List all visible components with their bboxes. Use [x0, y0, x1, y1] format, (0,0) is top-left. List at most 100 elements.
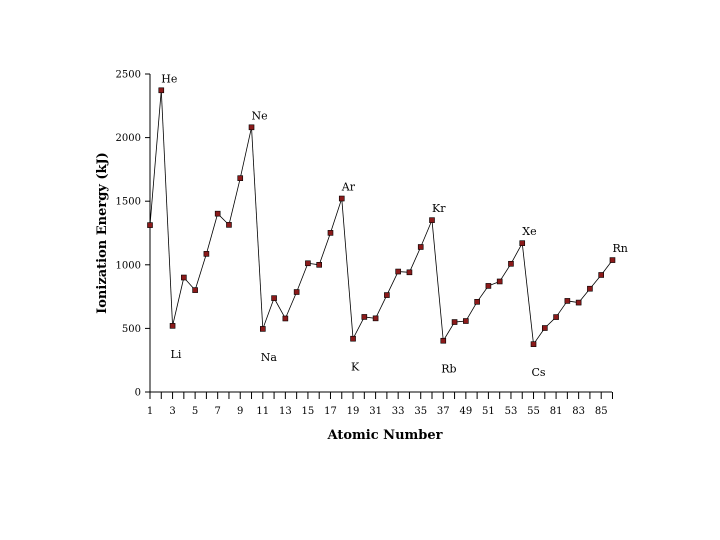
x-tick-label: 83	[572, 406, 585, 417]
data-point	[384, 292, 390, 298]
data-point	[305, 260, 311, 267]
y-tick-label: 0	[135, 388, 141, 399]
x-tick-label: 19	[347, 406, 360, 417]
line-segment	[172, 277, 185, 326]
data-point	[463, 318, 469, 324]
data-point	[587, 285, 593, 292]
line-segment	[375, 294, 388, 319]
x-tick-label: 35	[414, 406, 427, 417]
data-point	[271, 295, 277, 301]
x-tick-label: 53	[505, 406, 518, 417]
x-tick-label: 55	[527, 406, 540, 417]
data-point	[417, 244, 424, 250]
x-tick-label: 3	[169, 406, 175, 417]
line-segment	[262, 297, 275, 330]
data-point	[147, 222, 153, 228]
x-axis-title: Atomic Number	[327, 428, 443, 443]
data-markers	[147, 87, 616, 347]
data-point	[169, 323, 176, 329]
line-segment	[386, 271, 399, 296]
element-label: Rn	[612, 242, 627, 255]
element-label: Ne	[252, 109, 268, 122]
data-point	[406, 269, 413, 276]
data-point	[575, 299, 582, 306]
y-tick-label: 500	[122, 324, 141, 335]
line-segment	[465, 301, 478, 322]
x-tick-label: 9	[237, 406, 243, 417]
element-label: Na	[261, 351, 278, 364]
data-point	[282, 315, 289, 322]
x-ticks: 1 3 5 7 9 11 13 15 17 19 31 33 35 37 49 51 53 55 81 83 85	[147, 392, 613, 417]
data-point	[158, 87, 165, 94]
line-segment	[420, 219, 433, 248]
data-point	[338, 195, 345, 202]
data-point	[598, 272, 605, 278]
x-tick-label: 33	[392, 406, 405, 417]
data-point	[203, 251, 210, 257]
element-labels: He Li Ne Na Ar K Kr Rb Xe Cs Rn	[161, 72, 628, 379]
element-label: Xe	[522, 225, 536, 238]
data-point	[553, 314, 559, 320]
data-point	[474, 299, 480, 305]
line-segment	[194, 253, 207, 291]
line-segment	[296, 263, 309, 293]
element-label: He	[161, 72, 177, 85]
element-label: Kr	[432, 202, 446, 215]
data-point	[214, 210, 221, 217]
line-segment	[239, 127, 252, 179]
y-tick-label: 1500	[116, 197, 141, 208]
element-label: Rb	[441, 363, 456, 376]
data-point	[429, 217, 435, 223]
data-point	[327, 230, 334, 236]
line-segment	[273, 297, 286, 319]
y-tick-label: 1000	[116, 260, 141, 271]
x-tick-label: 17	[324, 406, 337, 417]
x-tick-label: 85	[595, 406, 608, 417]
data-point	[530, 341, 537, 347]
data-point	[395, 268, 401, 275]
data-point	[440, 337, 447, 344]
line-segment	[442, 321, 455, 341]
line-segment	[251, 127, 264, 329]
x-tick-label: 13	[279, 406, 292, 417]
line-segment	[318, 232, 331, 265]
line-segment	[160, 90, 173, 326]
data-point	[519, 240, 526, 246]
line-segment	[409, 246, 422, 273]
line-segment	[341, 198, 354, 339]
line-segment	[499, 263, 512, 282]
line-segment	[510, 242, 523, 264]
data-point	[248, 124, 255, 131]
data-line	[149, 90, 613, 345]
data-point	[485, 283, 492, 289]
x-tick-label: 37	[437, 406, 450, 417]
data-point	[316, 261, 323, 268]
element-label: Li	[171, 348, 182, 361]
y-tick-label: 2000	[116, 133, 141, 144]
line-segment	[284, 291, 298, 319]
data-point	[541, 325, 548, 331]
x-tick-label: 7	[214, 406, 220, 417]
x-tick-label: 15	[302, 406, 315, 417]
data-point	[192, 287, 198, 293]
data-point	[609, 257, 616, 263]
element-label: Ar	[341, 181, 356, 194]
data-point	[293, 289, 300, 295]
line-segment	[206, 213, 219, 254]
x-tick-label: 11	[256, 406, 269, 417]
data-point	[508, 260, 514, 267]
data-point	[259, 326, 266, 332]
line-segment	[521, 243, 534, 345]
data-point	[226, 222, 232, 228]
x-tick-label: 81	[550, 406, 563, 417]
x-tick-label: 5	[192, 406, 198, 417]
data-point	[361, 314, 368, 320]
y-axis-title: Ionization Energy (kJ)	[95, 152, 110, 314]
data-point	[372, 315, 379, 322]
line-segment	[228, 178, 241, 225]
y-tick-label: 2500	[116, 70, 141, 81]
x-tick-label: 49	[459, 406, 472, 417]
x-tick-label: 51	[482, 406, 495, 417]
data-point	[237, 175, 244, 181]
